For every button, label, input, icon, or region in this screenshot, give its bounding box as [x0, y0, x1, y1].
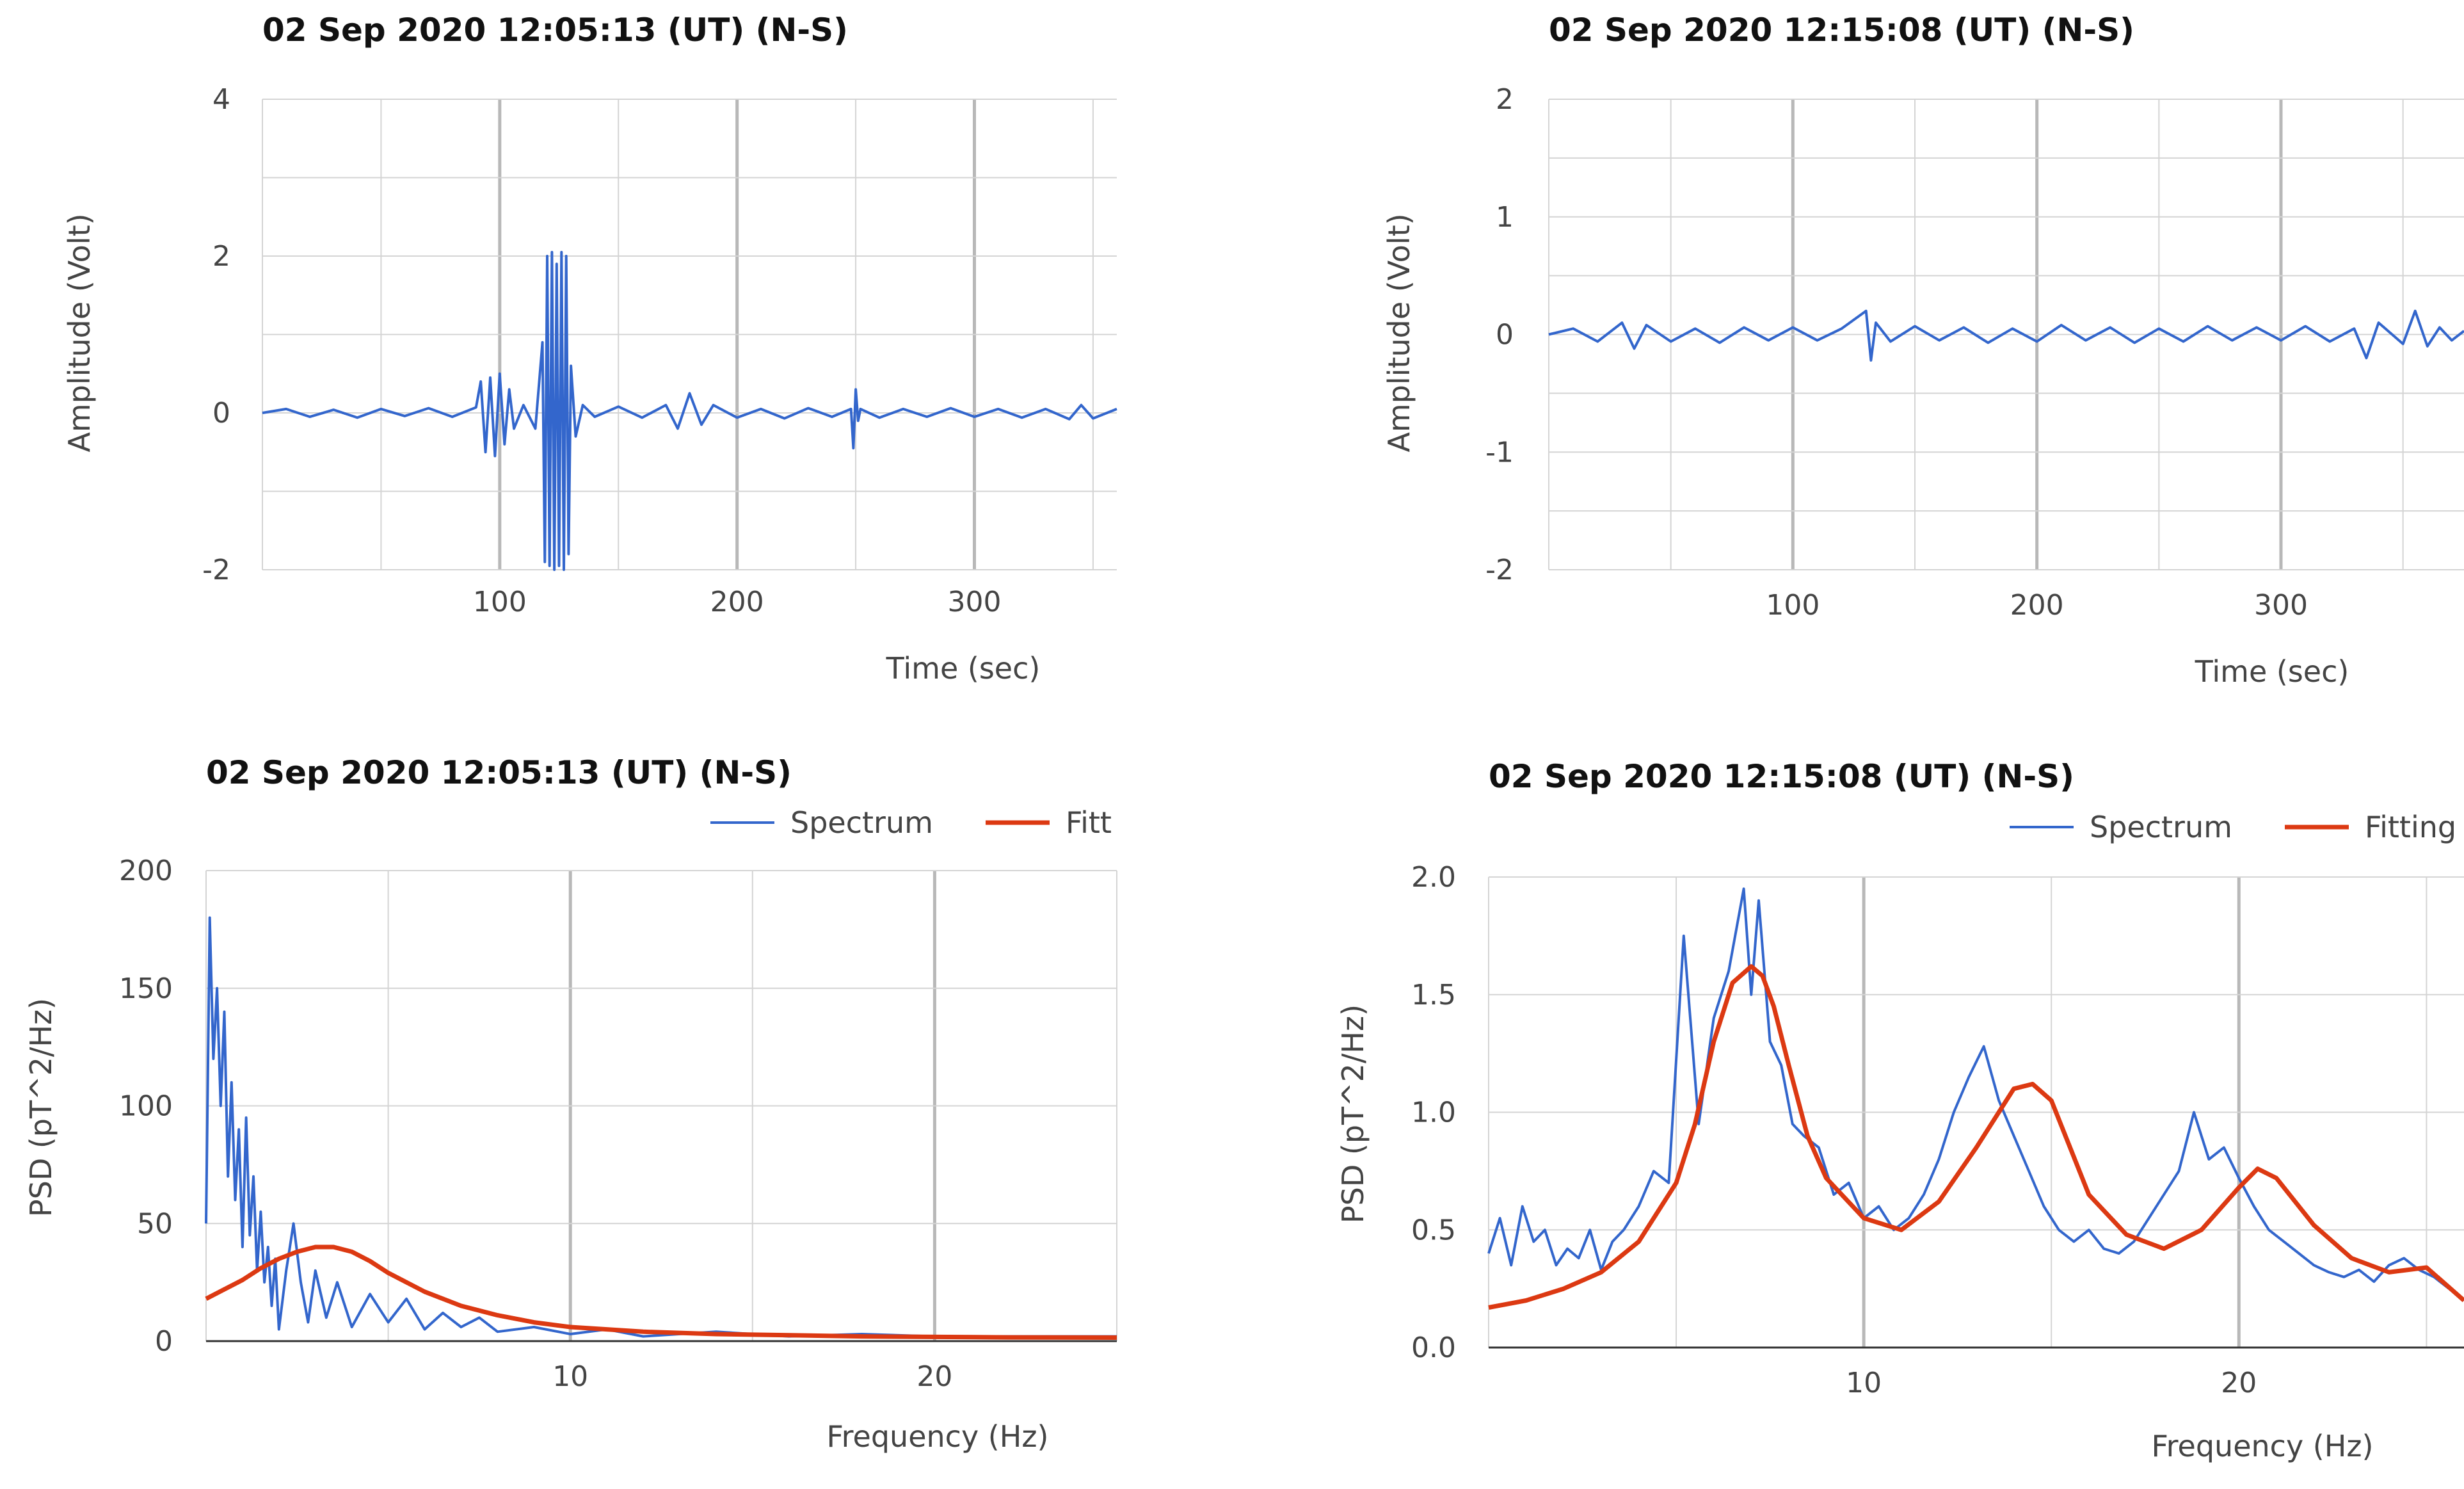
chart-title: 02 Sep 2020 12:05:13 (UT) (N-S)	[206, 754, 792, 791]
x-tick-label: 200	[2010, 589, 2064, 622]
chart-time-series-12-05-13: 02 Sep 2020 12:05:13 (UT) (N-S) -2 0 2 4 100…	[0, 0, 1126, 717]
y-tick-label: 1.0	[1411, 1097, 1456, 1129]
grid	[205, 870, 1117, 1342]
x-tick-label: 300	[2254, 589, 2308, 622]
y-tick-label: 50	[137, 1207, 173, 1240]
series-line-spectrum	[205, 916, 1117, 1338]
legend: Spectrum Fitting	[2010, 810, 2456, 844]
y-tick-label: 1.5	[1411, 979, 1456, 1011]
chart-plot: -2 -1 0 1 2 100 200 300 Time (sec) Amplitude (Vol…	[1382, 83, 2464, 689]
x-tick-label: 100	[473, 586, 527, 618]
x-tick-label: 200	[710, 586, 764, 618]
y-tick-label: 200	[119, 855, 173, 887]
series-line-signal	[262, 250, 1117, 571]
y-tick-label: 0.5	[1411, 1214, 1456, 1246]
chart-title: 02 Sep 2020 12:05:13 (UT) (N-S)	[262, 12, 848, 49]
x-tick-label: 10	[1846, 1367, 1882, 1399]
y-tick-label: 0	[155, 1325, 173, 1358]
legend-label-fitting: Fitt	[1066, 805, 1112, 840]
y-tick-label: 0.0	[1411, 1332, 1456, 1364]
y-axis-label: PSD (pT^2/Hz)	[24, 998, 58, 1217]
y-tick-label: 0	[212, 397, 230, 430]
x-axis-label: Time (sec)	[2195, 654, 2349, 689]
y-axis-label: Amplitude (Volt)	[62, 213, 97, 452]
chart-time-series-12-15-08: 02 Sep 2020 12:15:08 (UT) (N-S) -2 -1 0 1 2 1…	[1312, 0, 2464, 717]
x-tick-label: 10	[552, 1360, 588, 1393]
y-tick-label: 2.0	[1411, 861, 1456, 894]
y-tick-label: -2	[1485, 554, 1514, 586]
grid	[1548, 99, 2464, 570]
chart-spectrum-12-05-13: 02 Sep 2020 12:05:13 (UT) (N-S) 0 50 100 15…	[0, 743, 1126, 1489]
y-tick-label: 100	[119, 1090, 173, 1123]
grid	[1488, 876, 2464, 1348]
series-line-fitting	[1488, 964, 2464, 1310]
x-axis-label: Frequency (Hz)	[827, 1419, 1049, 1454]
legend-label-spectrum: Spectrum	[2090, 810, 2232, 844]
series-line-signal	[1548, 309, 2464, 362]
y-tick-label: 2	[212, 240, 230, 273]
chart-title: 02 Sep 2020 12:15:08 (UT) (N-S)	[1549, 12, 2134, 49]
chart-title: 02 Sep 2020 12:15:08 (UT) (N-S)	[1489, 758, 2074, 795]
y-tick-label: 4	[212, 83, 230, 116]
y-tick-label: -2	[202, 554, 230, 586]
x-axis-label: Time (sec)	[886, 651, 1041, 686]
chart-plot: -2 0 2 4 100 200 300 Time (sec) Amplitude (Volt)	[62, 83, 1117, 686]
y-tick-label: -1	[1485, 436, 1514, 469]
x-tick-label: 20	[916, 1360, 952, 1393]
series-line-spectrum	[1487, 887, 2464, 1302]
x-axis-label: Frequency (Hz)	[2152, 1429, 2374, 1463]
y-axis-label: Amplitude (Volt)	[1382, 213, 1416, 452]
y-tick-label: 2	[1496, 83, 1514, 116]
legend-label-spectrum: Spectrum	[790, 805, 933, 840]
y-tick-label: 0	[1496, 319, 1514, 351]
legend-label-fitting: Fitting	[2365, 810, 2456, 844]
chart-spectrum-12-15-08: 02 Sep 2020 12:15:08 (UT) (N-S) 0.0 0.5 1.…	[1312, 743, 2464, 1489]
x-tick-label: 300	[948, 586, 1002, 618]
chart-plot: 0.0 0.5 1.0 1.5 2.0 10 20 Frequency (Hz) PSD (pT…	[1336, 810, 2464, 1463]
grid	[262, 99, 1117, 570]
y-axis-label: PSD (pT^2/Hz)	[1336, 1004, 1370, 1223]
x-tick-label: 20	[2221, 1367, 2257, 1399]
series-line-fitt	[205, 1244, 1117, 1340]
y-tick-label: 1	[1496, 201, 1514, 234]
chart-plot: 0 50 100 150 200 10 20 Frequency (Hz) PSD (pT^2/…	[24, 805, 1117, 1454]
y-tick-label: 150	[119, 972, 173, 1005]
x-tick-label: 100	[1766, 589, 1820, 622]
legend: Spectrum Fitt	[710, 805, 1112, 840]
